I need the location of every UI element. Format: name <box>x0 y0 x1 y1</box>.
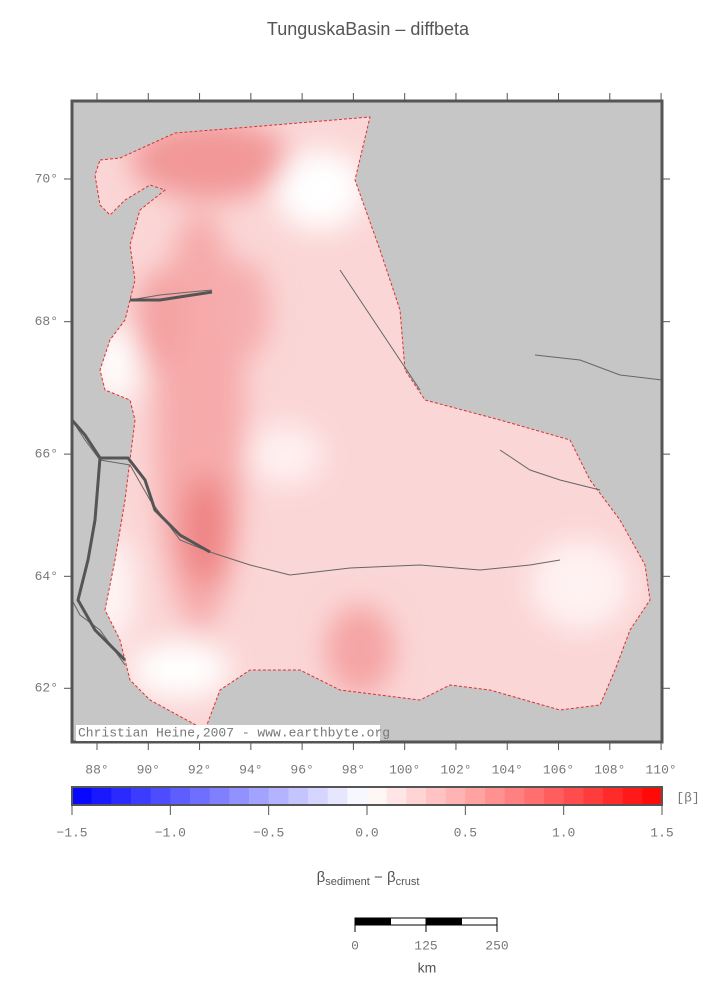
colorbar-swatch <box>524 787 545 805</box>
symbol: β <box>317 869 326 886</box>
lat-tick-label: 62° <box>35 681 58 696</box>
lat-tick-label: 64° <box>35 569 58 584</box>
colorbar-tick-label: −1.5 <box>56 825 87 840</box>
colorbar-swatch <box>485 787 506 805</box>
colorbar-swatch <box>327 787 348 805</box>
scale-tick-label: 125 <box>414 938 437 953</box>
lon-tick-label: 108° <box>594 762 625 777</box>
colorbar-swatch <box>544 787 565 805</box>
colorbar-swatch <box>229 787 250 805</box>
lon-tick-label: 106° <box>543 762 574 777</box>
colorbar-swatch <box>406 787 427 805</box>
credit: Christian Heine,2007 - www.earthbyte.org <box>78 725 390 740</box>
colorbar-swatch <box>72 787 93 805</box>
lon-tick-label: 96° <box>290 762 313 777</box>
lat-tick-label: 70° <box>35 171 58 186</box>
colorbar-swatch <box>268 787 289 805</box>
colorbar-swatch <box>367 787 388 805</box>
colorbar-swatch <box>91 787 112 805</box>
colorbar-unit: [β] <box>676 790 699 805</box>
colorbar-swatch <box>563 787 584 805</box>
symbol: β <box>387 869 396 886</box>
colorbar-swatch <box>603 787 624 805</box>
colorbar: [β] −1.5 −1.0 −0.5 0.0 0.5 1.0 1.5 <box>56 786 700 840</box>
colorbar-swatch <box>308 787 329 805</box>
title: TunguskaBasin – diffbeta <box>267 19 470 39</box>
lon-tick-label: 88° <box>85 762 108 777</box>
colorbar-tick-label: 0.0 <box>355 825 378 840</box>
subscript: crust <box>396 876 420 888</box>
colorbar-swatch <box>622 787 643 805</box>
lon-tick-label: 102° <box>440 762 471 777</box>
scale-segment <box>390 917 427 926</box>
colorbar-tick-label: 1.5 <box>650 825 673 840</box>
colorbar-tick-label: 0.5 <box>454 825 477 840</box>
colorbar-swatch <box>111 787 132 805</box>
map-frame <box>70 99 664 744</box>
lon-tick-label: 92° <box>188 762 211 777</box>
scale-bar: km 0 125 250 <box>351 917 509 976</box>
scale-segment <box>461 917 498 926</box>
lon-tick-label: 110° <box>645 762 676 777</box>
lat-tick-label: 66° <box>35 447 58 462</box>
colorbar-swatch <box>583 787 604 805</box>
operator: − <box>370 869 387 886</box>
colorbar-swatch <box>150 787 171 805</box>
colorbar-tick-label: −0.5 <box>253 825 284 840</box>
colorbar-swatch <box>642 787 663 805</box>
scale-segment <box>354 917 391 926</box>
major-river <box>70 290 213 662</box>
credit-background <box>76 725 380 741</box>
colorbar-label: βsediment − βcrust <box>317 869 420 888</box>
colorbar-swatch <box>209 787 230 805</box>
colorbar-swatch <box>190 787 211 805</box>
scale-segment <box>425 917 462 926</box>
lon-tick-label: 100° <box>389 762 420 777</box>
colorbar-swatch <box>504 787 525 805</box>
lat-tick-label: 68° <box>35 314 58 329</box>
scale-unit: km <box>418 960 437 976</box>
lon-tick-label: 98° <box>342 762 365 777</box>
lon-tick-label: 104° <box>492 762 523 777</box>
colorbar-swatch <box>131 787 152 805</box>
subscript: sediment <box>325 876 370 888</box>
colorbar-swatch <box>386 787 407 805</box>
colorbar-tick-label: 1.0 <box>552 825 575 840</box>
map: Christian Heine,2007 - www.earthbyte.org <box>70 99 664 744</box>
colorbar-swatch <box>170 787 191 805</box>
colorbar-swatch <box>249 787 270 805</box>
colorbar-tick-label: −1.0 <box>155 825 186 840</box>
scale-tick-label: 0 <box>351 938 359 953</box>
colorbar-swatch <box>465 787 486 805</box>
colorbar-swatch <box>426 787 447 805</box>
colorbar-swatch <box>288 787 309 805</box>
colorbar-swatch <box>347 787 368 805</box>
scale-tick-label: 250 <box>485 938 508 953</box>
lon-tick-label: 94° <box>239 762 262 777</box>
lon-tick-label: 90° <box>137 762 160 777</box>
colorbar-swatch <box>445 787 466 805</box>
